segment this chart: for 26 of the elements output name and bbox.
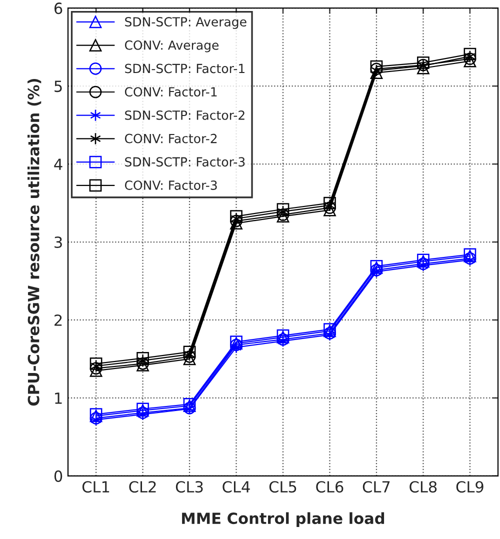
x-tick-label: CL5 <box>269 481 296 493</box>
x-tick-label: CL1 <box>82 481 110 493</box>
legend-label: SDN-SCTP: Factor-1 <box>125 64 244 74</box>
legend-label: CONV: Factor-2 <box>124 134 217 144</box>
x-tick-label: CL7 <box>362 481 390 493</box>
x-tick-label: CL3 <box>176 481 203 493</box>
legend-label: CONV: Factor-1 <box>124 87 217 97</box>
x-tick-label: CL6 <box>316 481 344 493</box>
y-tick-label: 2 <box>54 314 62 326</box>
y-tick-label: 3 <box>54 236 62 248</box>
legend-label: CONV: Average <box>124 40 219 52</box>
legend-label: SDN-SCTP: Average <box>125 17 246 29</box>
legend-label: SDN-SCTP: Factor-2 <box>125 110 244 120</box>
y-tick-label: 0 <box>54 470 62 482</box>
legend-label: SDN-SCTP: Factor-3 <box>125 157 245 167</box>
y-tick-label: 4 <box>54 158 62 170</box>
x-tick-label: CL9 <box>456 481 484 493</box>
y-tick-label: 5 <box>54 80 62 92</box>
x-tick-label: CL4 <box>222 481 250 493</box>
x-axis-title: MME Control plane load <box>182 512 384 528</box>
y-axis-title: CPU-CoreSGW resource utilization (%) <box>28 78 42 406</box>
x-tick-label: CL2 <box>129 481 156 493</box>
y-tick-label: 1 <box>55 392 62 404</box>
y-tick-label: 6 <box>54 2 62 14</box>
x-tick-label: CL8 <box>410 481 437 493</box>
legend-label: CONV: Factor-3 <box>124 180 217 190</box>
